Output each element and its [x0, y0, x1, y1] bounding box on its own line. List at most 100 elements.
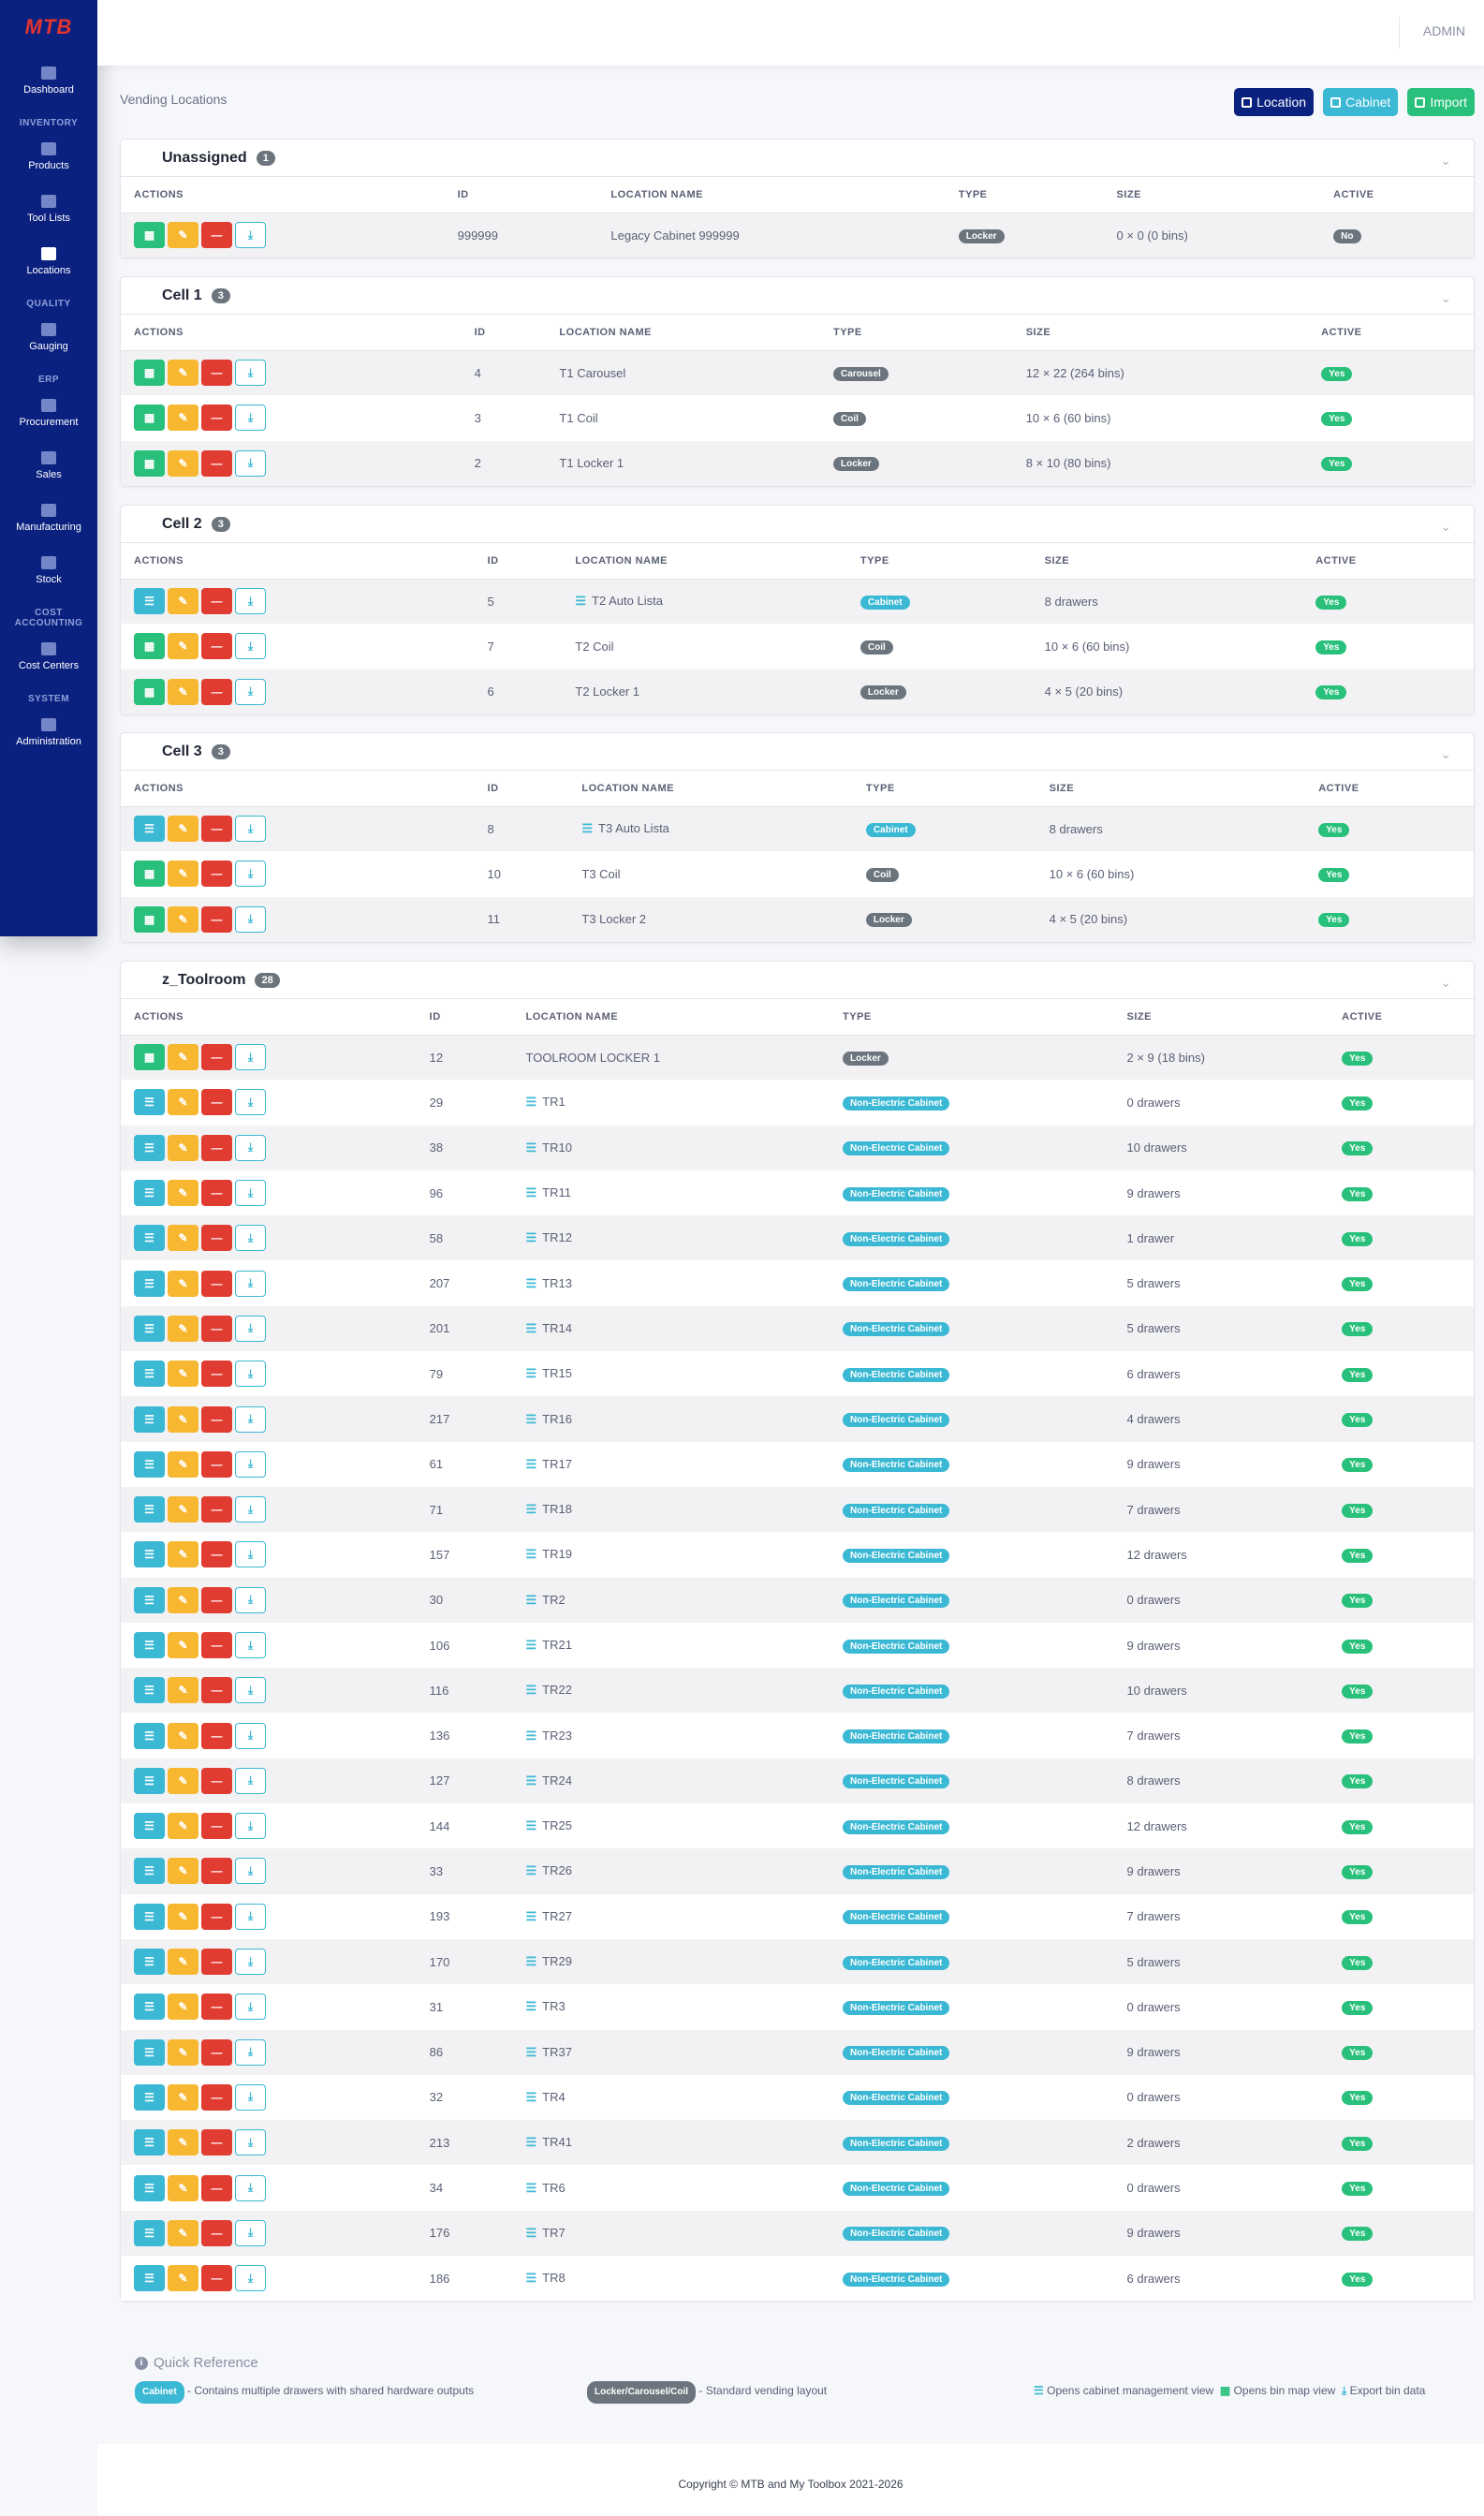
- cabinet-view-button[interactable]: ☰: [134, 1767, 165, 1794]
- export-button[interactable]: ⤓: [235, 1677, 266, 1704]
- edit-button[interactable]: ✎: [168, 2038, 198, 2066]
- delete-button[interactable]: —: [201, 1180, 232, 1207]
- edit-button[interactable]: ✎: [168, 1722, 198, 1749]
- edit-button[interactable]: ✎: [168, 2174, 198, 2201]
- chevron-down-icon[interactable]: ⌄: [1440, 153, 1451, 168]
- export-button[interactable]: ⤓: [235, 2038, 266, 2066]
- export-button[interactable]: ⤓: [235, 1361, 266, 1388]
- cabinet-view-button[interactable]: ☰: [134, 1270, 165, 1297]
- delete-button[interactable]: —: [201, 1089, 232, 1116]
- cabinet-view-button[interactable]: ☰: [134, 2083, 165, 2111]
- cabinet-view-button[interactable]: ☰: [134, 1134, 165, 1161]
- export-button[interactable]: ⤓: [235, 2129, 266, 2156]
- cabinet-view-button[interactable]: ☰: [134, 1949, 165, 1976]
- edit-button[interactable]: ✎: [168, 449, 198, 477]
- cabinet-view-button[interactable]: ☰: [134, 816, 165, 843]
- export-button[interactable]: ⤓: [235, 2174, 266, 2201]
- delete-button[interactable]: —: [201, 1270, 232, 1297]
- edit-button[interactable]: ✎: [168, 2219, 198, 2246]
- nav-manufacturing[interactable]: Manufacturing: [0, 492, 97, 544]
- edit-button[interactable]: ✎: [168, 1949, 198, 1976]
- delete-button[interactable]: —: [201, 1315, 232, 1342]
- cabinet-view-button[interactable]: ☰: [134, 1632, 165, 1658]
- delete-button[interactable]: —: [201, 2174, 232, 2201]
- delete-button[interactable]: —: [201, 2219, 232, 2246]
- export-button[interactable]: ⤓: [235, 1089, 266, 1116]
- delete-button[interactable]: —: [201, 678, 232, 705]
- cabinet-view-button[interactable]: ☰: [134, 1541, 165, 1568]
- nav-procurement[interactable]: Procurement: [0, 387, 97, 439]
- edit-button[interactable]: ✎: [168, 1586, 198, 1613]
- delete-button[interactable]: —: [201, 2265, 232, 2292]
- export-button[interactable]: ⤓: [235, 1134, 266, 1161]
- edit-button[interactable]: ✎: [168, 1858, 198, 1885]
- export-button[interactable]: ⤓: [235, 2265, 266, 2292]
- nav-administration[interactable]: Administration: [0, 706, 97, 758]
- cabinet-view-button[interactable]: ☰: [134, 1994, 165, 2021]
- edit-button[interactable]: ✎: [168, 1767, 198, 1794]
- add-location-button[interactable]: Location: [1234, 88, 1315, 116]
- delete-button[interactable]: —: [201, 1949, 232, 1976]
- export-button[interactable]: ⤓: [235, 816, 266, 843]
- export-button[interactable]: ⤓: [235, 633, 266, 660]
- cabinet-view-button[interactable]: ☰: [134, 1496, 165, 1523]
- bin-map-button[interactable]: ▦: [134, 449, 165, 477]
- group-header[interactable]: z_Toolroom 28 ⌄: [121, 962, 1474, 999]
- edit-button[interactable]: ✎: [168, 816, 198, 843]
- delete-button[interactable]: —: [201, 905, 232, 933]
- export-button[interactable]: ⤓: [235, 1858, 266, 1885]
- cabinet-view-button[interactable]: ☰: [134, 1722, 165, 1749]
- export-button[interactable]: ⤓: [235, 1496, 266, 1523]
- delete-button[interactable]: —: [201, 1677, 232, 1704]
- delete-button[interactable]: —: [201, 2083, 232, 2111]
- edit-button[interactable]: ✎: [168, 1044, 198, 1071]
- edit-button[interactable]: ✎: [168, 1632, 198, 1658]
- nav-tool-lists[interactable]: Tool Lists: [0, 183, 97, 235]
- delete-button[interactable]: —: [201, 1225, 232, 1252]
- bin-map-button[interactable]: ▦: [134, 405, 165, 432]
- export-button[interactable]: ⤓: [235, 1044, 266, 1071]
- export-button[interactable]: ⤓: [235, 1994, 266, 2021]
- delete-button[interactable]: —: [201, 1044, 232, 1071]
- export-button[interactable]: ⤓: [235, 905, 266, 933]
- chevron-down-icon[interactable]: ⌄: [1440, 519, 1451, 534]
- delete-button[interactable]: —: [201, 816, 232, 843]
- bin-map-button[interactable]: ▦: [134, 1044, 165, 1071]
- edit-button[interactable]: ✎: [168, 2083, 198, 2111]
- edit-button[interactable]: ✎: [168, 861, 198, 888]
- delete-button[interactable]: —: [201, 1722, 232, 1749]
- cabinet-view-button[interactable]: ☰: [134, 1405, 165, 1433]
- delete-button[interactable]: —: [201, 1450, 232, 1478]
- delete-button[interactable]: —: [201, 2038, 232, 2066]
- export-button[interactable]: ⤓: [235, 1315, 266, 1342]
- logo[interactable]: MTB: [0, 0, 97, 54]
- edit-button[interactable]: ✎: [168, 905, 198, 933]
- nav-cost-centers[interactable]: Cost Centers: [0, 630, 97, 683]
- export-button[interactable]: ⤓: [235, 1225, 266, 1252]
- cabinet-view-button[interactable]: ☰: [134, 588, 165, 615]
- delete-button[interactable]: —: [201, 449, 232, 477]
- bin-map-button[interactable]: ▦: [134, 678, 165, 705]
- delete-button[interactable]: —: [201, 222, 232, 249]
- delete-button[interactable]: —: [201, 405, 232, 432]
- cabinet-view-button[interactable]: ☰: [134, 1813, 165, 1840]
- edit-button[interactable]: ✎: [168, 1361, 198, 1388]
- export-button[interactable]: ⤓: [235, 1586, 266, 1613]
- bin-map-button[interactable]: ▦: [134, 360, 165, 387]
- cabinet-view-button[interactable]: ☰: [134, 2219, 165, 2246]
- delete-button[interactable]: —: [201, 2129, 232, 2156]
- edit-button[interactable]: ✎: [168, 1813, 198, 1840]
- edit-button[interactable]: ✎: [168, 1450, 198, 1478]
- export-button[interactable]: ⤓: [235, 1541, 266, 1568]
- edit-button[interactable]: ✎: [168, 1903, 198, 1930]
- cabinet-view-button[interactable]: ☰: [134, 1903, 165, 1930]
- delete-button[interactable]: —: [201, 1405, 232, 1433]
- group-header[interactable]: Unassigned 1 ⌄: [121, 140, 1474, 177]
- group-header[interactable]: Cell 2 3 ⌄: [121, 506, 1474, 543]
- edit-button[interactable]: ✎: [168, 1315, 198, 1342]
- cabinet-view-button[interactable]: ☰: [134, 1315, 165, 1342]
- cabinet-view-button[interactable]: ☰: [134, 1677, 165, 1704]
- edit-button[interactable]: ✎: [168, 1134, 198, 1161]
- export-button[interactable]: ⤓: [235, 1949, 266, 1976]
- edit-button[interactable]: ✎: [168, 1496, 198, 1523]
